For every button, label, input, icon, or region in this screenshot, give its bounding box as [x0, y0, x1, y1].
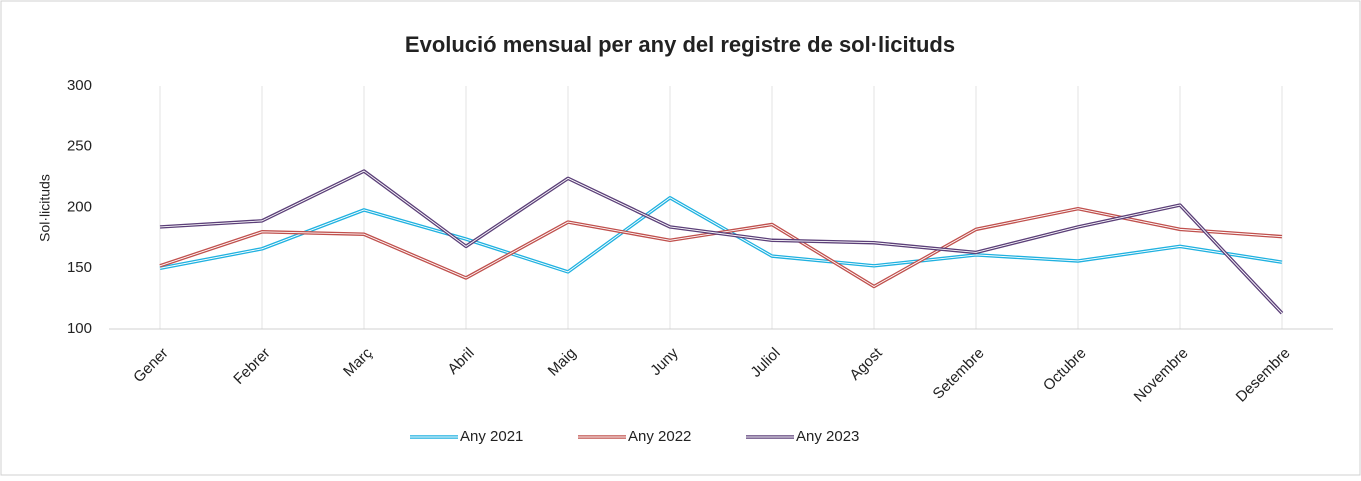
- legend-label: Any 2023: [796, 428, 859, 445]
- chart-title: Evolució mensual per any del registre de…: [405, 32, 955, 57]
- legend-label: Any 2022: [628, 428, 691, 445]
- legend-label: Any 2021: [460, 428, 523, 445]
- y-tick-label: 300: [67, 77, 92, 94]
- y-axis-label: Sol·licituds: [37, 174, 53, 242]
- y-tick-label: 200: [67, 198, 92, 215]
- series-line-highlight: [159, 197, 1283, 273]
- y-tick-label: 250: [67, 138, 92, 155]
- y-tick-label: 100: [67, 320, 92, 337]
- y-tick-label: 150: [67, 259, 92, 276]
- series-line-highlight: [159, 170, 1283, 314]
